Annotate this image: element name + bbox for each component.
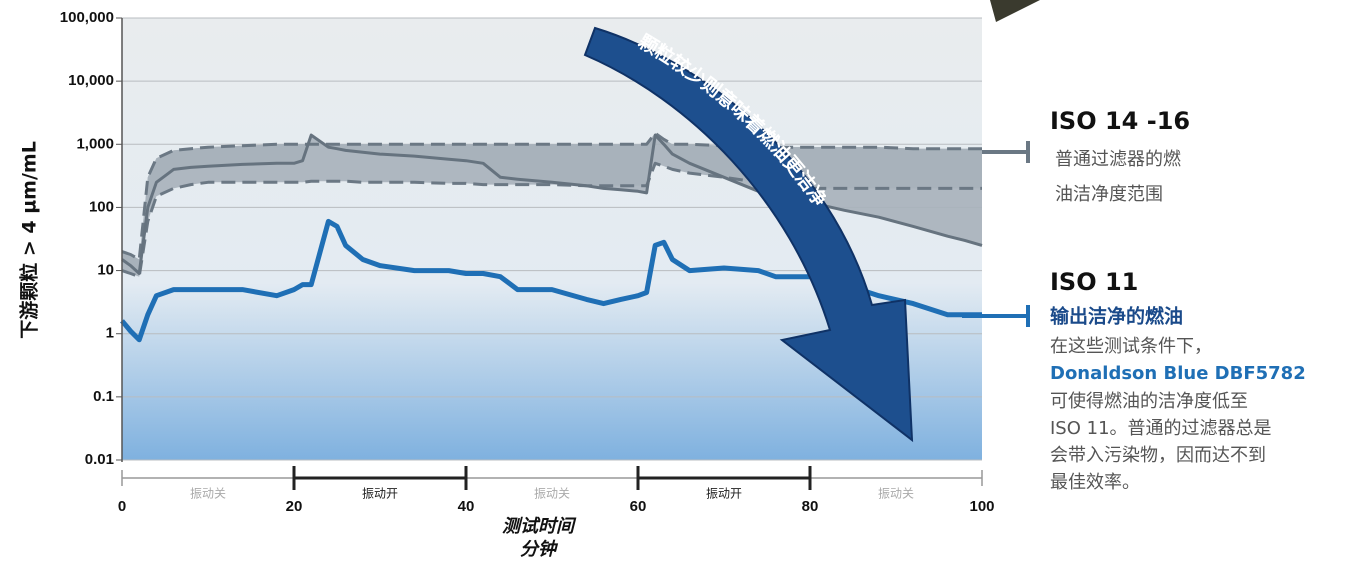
phase-label: 振动关 [190,487,226,501]
x-tick-label: 20 [286,498,303,515]
y-tick-label: 100 [89,198,114,215]
x-tick-label: 60 [630,498,647,515]
legend-text: 油洁净度范围 [1055,184,1163,205]
legend-title: ISO 14 -16 [1050,107,1190,135]
y-tick-label: 100,000 [60,9,114,26]
phase-label: 振动关 [534,487,570,501]
x-axis-unit: 分钟 [520,539,559,560]
x-tick-label: 80 [802,498,819,515]
legend-title: ISO 11 [1050,268,1138,296]
y-tick-label: 10,000 [68,72,114,89]
arrow [583,26,914,443]
y-tick-label: 0.01 [85,451,114,468]
phase-label: 振动开 [706,487,742,501]
y-tick-label: 10 [97,262,114,279]
corner-decoration [990,0,1040,22]
legend-text: ISO 11。普通的过滤器总是 [1050,418,1272,439]
y-tick-label: 1 [106,325,114,342]
y-axis-title: 下游颗粒 > 4 µm/mL [18,141,41,339]
phase-label: 振动开 [362,487,398,501]
x-axis-title: 测试时间 [502,516,577,537]
legend-text: 最佳效率。 [1050,472,1140,493]
series-line [121,131,982,261]
legend-brand: Donaldson Blue DBF5782 [1050,363,1306,384]
legend-text: 在这些测试条件下， [1050,336,1212,357]
legend-text: 普通过滤器的燃 [1055,149,1181,170]
phase-label: 振动关 [878,487,914,501]
y-tick-label: 0.1 [93,388,114,405]
legend-subtitle: 输出洁净的燃油 [1050,305,1183,328]
series-line [120,218,982,343]
x-tick-label: 0 [118,498,126,515]
x-tick-label: 100 [969,498,994,515]
legend-text: 会带入污染物，因而达不到 [1050,445,1266,466]
x-tick-label: 40 [458,498,475,515]
y-tick-label: 1,000 [76,135,114,152]
legend-text: 可使得燃油的洁净度低至 [1050,391,1248,412]
